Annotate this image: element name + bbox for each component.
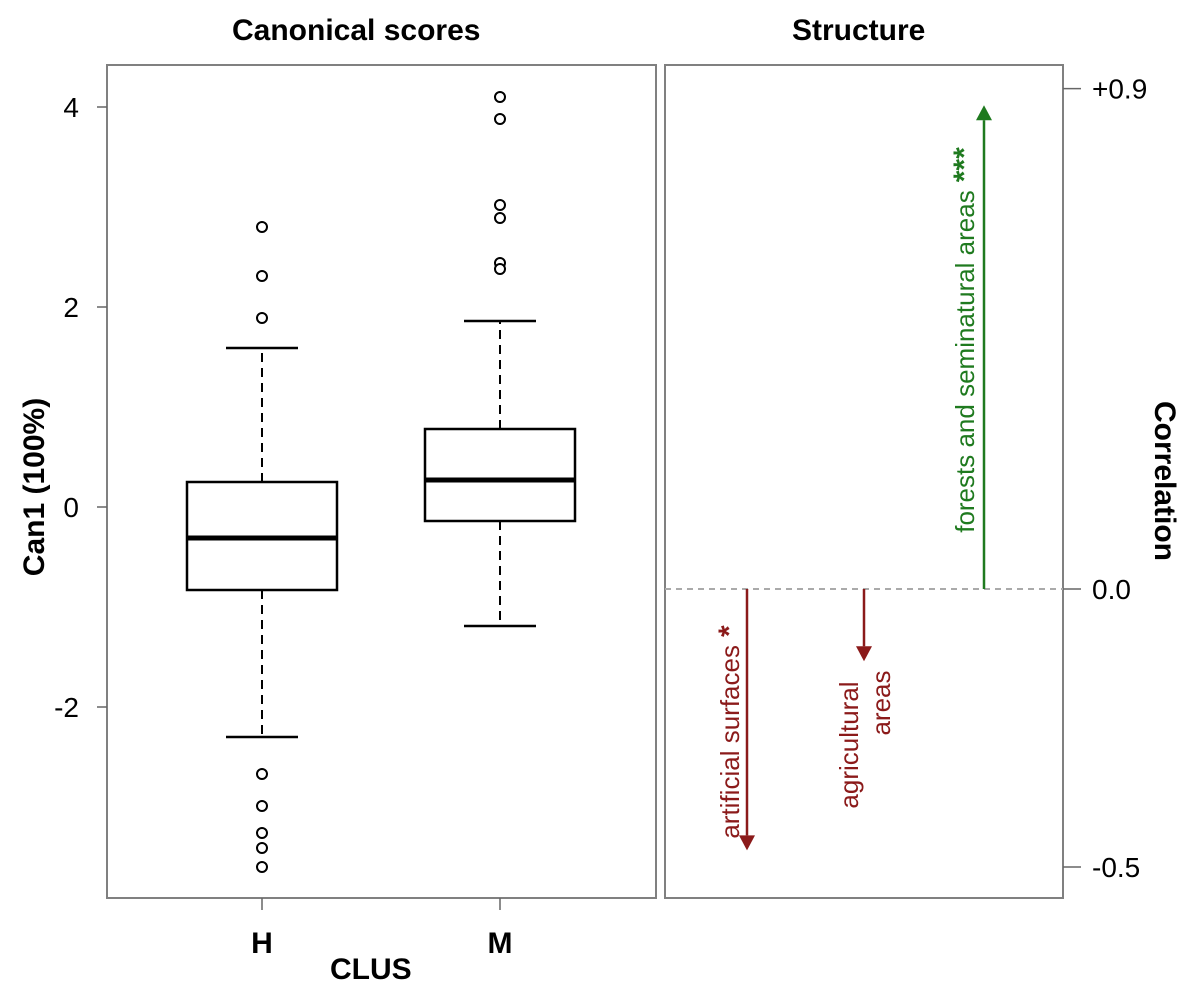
outlier-point (256, 312, 268, 324)
vector-label-agricultural-line1: agricultural (834, 681, 864, 808)
y-tick-label: +0.9 (1092, 74, 1147, 105)
box-iqr (423, 427, 577, 523)
y-tick-label: 4 (63, 92, 79, 123)
outlier-point (256, 270, 268, 282)
y-tick-label: 2 (63, 292, 79, 323)
outlier-point (256, 221, 268, 233)
y-tick-label: 0.0 (1092, 574, 1131, 605)
plot-frame (106, 64, 657, 899)
vector-label-forests: forests and seminatural areas *** (948, 147, 981, 533)
y-tick-label: 0 (63, 492, 79, 523)
vector-arrowhead (976, 105, 992, 121)
x-axis-title: CLUS (330, 953, 412, 986)
vector-arrowhead (856, 646, 872, 662)
plot-frame (664, 64, 1064, 899)
right-panel-title: Structure (792, 14, 926, 47)
outlier-point (494, 199, 506, 211)
structure-panel: +0.9 0.0 -0.5 Correlation artificial surface… (664, 64, 1181, 899)
outlier-point (256, 861, 268, 873)
vector-label-text: artificial surfaces (715, 645, 745, 839)
x-tick-label: H (251, 927, 273, 960)
outlier-point (256, 842, 268, 854)
canonical-scores-panel: -2 0 2 4 Can1 (100%) H M (18, 64, 657, 960)
x-tick-label: M (488, 927, 513, 960)
y-tick-label: -2 (54, 692, 79, 723)
vector-label-artificial-surfaces: artificial surfaces * (713, 625, 746, 839)
significance-stars: * (713, 625, 746, 637)
left-panel-title: Canonical scores (232, 14, 481, 47)
vector-arrowhead (739, 835, 755, 851)
outlier-point (494, 212, 506, 224)
vector-label-agricultural-line2: areas (866, 670, 896, 735)
outlier-point (256, 827, 268, 839)
y-tick-label: -0.5 (1092, 852, 1140, 883)
significance-stars: *** (948, 147, 981, 182)
outlier-point (256, 800, 268, 812)
y-axis-title: Can1 (100%) (18, 398, 51, 576)
y-axis-title: Correlation (1148, 401, 1181, 561)
outlier-point (494, 91, 506, 103)
outlier-point (256, 768, 268, 780)
outlier-point (494, 263, 506, 275)
outlier-point (494, 113, 506, 125)
vector-label-text: forests and seminatural areas (950, 190, 980, 533)
